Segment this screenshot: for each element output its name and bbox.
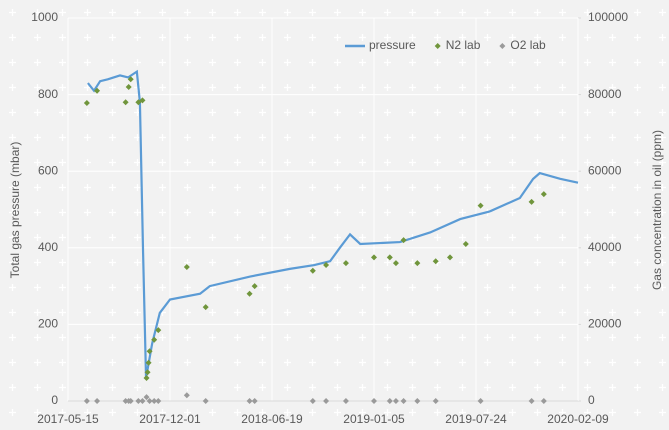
data-point (386, 398, 393, 404)
data-point (246, 290, 253, 297)
data-point (528, 398, 535, 404)
data-point (94, 398, 101, 404)
y-axis-title: Total gas pressure (mbar) (8, 142, 22, 279)
data-point (83, 100, 90, 107)
data-point (392, 398, 399, 404)
data-point (371, 398, 377, 404)
y2-tick-label: 60000 (588, 163, 622, 177)
data-point (122, 99, 129, 106)
data-point (400, 398, 407, 404)
data-point (371, 254, 377, 261)
y-tick-label: 600 (38, 163, 58, 177)
legend-swatch (434, 43, 441, 49)
x-tick-label: 2020-02-09 (547, 412, 609, 426)
legend-label: O2 lab (510, 38, 546, 52)
data-point (146, 348, 153, 355)
data-point (144, 369, 151, 376)
data-point (146, 398, 153, 404)
data-point (392, 260, 399, 267)
data-point (342, 398, 349, 404)
data-point (462, 240, 469, 247)
y2-tick-label: 40000 (588, 240, 622, 254)
legend-label: N2 lab (446, 38, 481, 52)
data-point (151, 398, 158, 404)
data-point (323, 262, 330, 269)
data-point (94, 87, 101, 94)
data-point (251, 398, 258, 404)
y2-tick-label: 100000 (588, 10, 628, 24)
data-point (386, 254, 393, 261)
data-point (145, 359, 152, 366)
data-point (135, 398, 142, 404)
y-tick-label: 800 (38, 87, 58, 101)
data-point (125, 83, 132, 90)
data-point (414, 260, 421, 267)
data-point (183, 392, 190, 399)
data-point (540, 191, 547, 198)
data-point (323, 398, 330, 404)
data-point (246, 398, 253, 404)
y2-tick-label: 0 (588, 393, 595, 407)
data-point (528, 198, 535, 205)
data-point (139, 97, 146, 104)
data-point (183, 263, 190, 270)
data-point (155, 327, 162, 334)
data-point (202, 398, 209, 404)
data-point (446, 254, 453, 261)
data-point (477, 398, 484, 404)
y2-tick-label: 80000 (588, 87, 622, 101)
data-point (151, 336, 158, 343)
y-tick-label: 400 (38, 240, 58, 254)
legend-swatch (499, 43, 506, 49)
data-point (122, 398, 129, 404)
data-point (309, 398, 316, 404)
data-point (540, 398, 547, 404)
data-point (414, 398, 421, 404)
data-point (139, 398, 146, 404)
x-tick-label: 2017-12-01 (139, 412, 201, 426)
y-tick-label: 1000 (31, 10, 58, 24)
data-point (432, 258, 439, 265)
x-tick-label: 2019-07-24 (445, 412, 507, 426)
y2-axis-title: Gas concentration in oil (ppm) (650, 130, 664, 290)
x-tick-label: 2019-01-05 (343, 412, 405, 426)
data-point (477, 202, 484, 209)
data-point (342, 260, 349, 267)
pressure-line (87, 69, 579, 379)
data-point (251, 283, 258, 290)
data-point (143, 394, 150, 401)
data-point (400, 237, 407, 244)
y2-tick-label: 20000 (588, 317, 622, 331)
data-point (83, 398, 90, 404)
y-tick-label: 200 (38, 317, 58, 331)
data-point (309, 267, 316, 274)
data-point (143, 375, 150, 382)
data-point (202, 304, 209, 311)
data-point (127, 398, 134, 404)
data-point (432, 398, 439, 404)
legend-label: pressure (369, 38, 416, 52)
data-point (127, 76, 134, 83)
y-tick-label: 0 (51, 393, 58, 407)
data-point (155, 398, 162, 404)
x-tick-label: 2017-05-15 (37, 412, 99, 426)
x-tick-label: 2018-06-19 (241, 412, 303, 426)
